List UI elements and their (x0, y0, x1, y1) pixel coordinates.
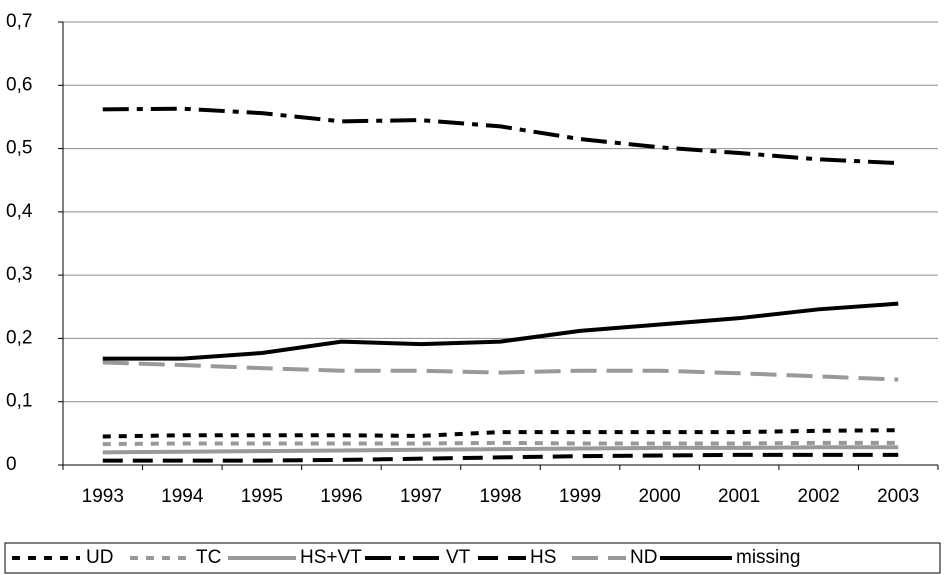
x-tick-label: 1998 (479, 486, 521, 507)
line (102, 106, 899, 166)
legend-label: HS (530, 547, 556, 568)
legend-label: TC (196, 547, 221, 568)
y-tick-label: 0,6 (6, 74, 32, 95)
line (102, 428, 899, 439)
legend-label: HS+VT (300, 547, 362, 568)
x-tick-label: 1994 (161, 486, 204, 507)
legend-label: missing (736, 547, 800, 568)
x-tick-label: 1995 (241, 486, 283, 507)
legend-label: UD (86, 547, 113, 568)
x-tick-label: 1997 (400, 486, 442, 507)
x-tick-label: 2000 (638, 486, 680, 507)
x-tick-label: 2001 (718, 486, 760, 507)
x-tick-label: 1993 (82, 486, 124, 507)
line (102, 452, 899, 463)
legend-label: VT (446, 547, 471, 568)
y-tick-label: 0 (6, 454, 17, 475)
y-tick-label: 0,4 (6, 201, 33, 222)
line (102, 440, 899, 447)
x-tick-label: 2003 (877, 486, 919, 507)
line (102, 360, 899, 382)
legend-label: ND (630, 547, 657, 568)
y-tick-label: 0,3 (6, 264, 32, 285)
x-tick-label: 2002 (798, 486, 840, 507)
x-tick-label: 1999 (559, 486, 601, 507)
line (102, 301, 899, 361)
y-tick-label: 0,5 (6, 138, 32, 159)
line (102, 445, 899, 455)
y-tick-label: 0,7 (6, 11, 32, 32)
x-tick-label: 1996 (320, 486, 362, 507)
legend-box (4, 542, 941, 574)
y-tick-label: 0,2 (6, 327, 32, 348)
y-tick-label: 0,1 (6, 391, 32, 412)
